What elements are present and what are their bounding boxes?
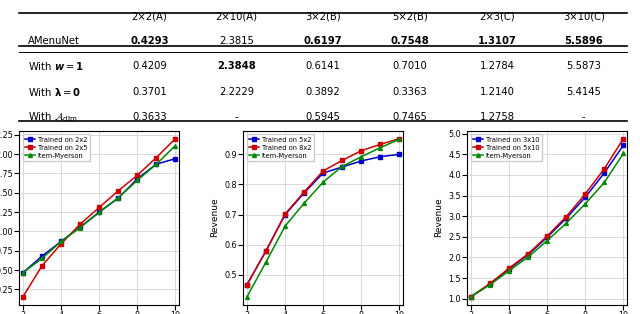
Legend: Trained on 5x2, Trained on 8x2, Item-Myerson: Trained on 5x2, Trained on 8x2, Item-Mye… (246, 134, 314, 161)
Trained on 5x2 (319, 171, 327, 175)
Trained on 5x2 (339, 165, 346, 169)
Item-Myerson (358, 155, 365, 159)
Trained on 8x2 (319, 169, 327, 173)
Trained on 2x2 (95, 210, 103, 214)
Trained on 3x10 (620, 143, 627, 147)
Trained on 2x2 (115, 196, 122, 200)
Item-Myerson (57, 240, 65, 243)
Trained on 3x10 (467, 295, 475, 299)
Item-Myerson (505, 269, 513, 273)
Trained on 5x10 (582, 192, 589, 196)
Trained on 5x2 (281, 213, 289, 217)
Trained on 8x2 (262, 249, 270, 253)
Item-Myerson (396, 137, 403, 141)
Line: Trained on 8x2: Trained on 8x2 (245, 137, 401, 287)
Trained on 2x5 (76, 222, 84, 226)
Trained on 5x2 (243, 283, 251, 286)
Trained on 8x2 (396, 137, 403, 140)
Trained on 2x5 (152, 156, 160, 160)
Item-Myerson (115, 196, 122, 200)
Line: Trained on 3x10: Trained on 3x10 (469, 143, 625, 299)
Item-Myerson (19, 271, 27, 274)
Trained on 3x10 (486, 282, 494, 286)
Trained on 8x2 (281, 212, 289, 216)
Line: Trained on 5x10: Trained on 5x10 (469, 137, 625, 299)
Trained on 8x2 (376, 143, 384, 146)
Y-axis label: Revenue: Revenue (210, 198, 219, 237)
Item-Myerson (467, 295, 475, 299)
Item-Myerson (281, 224, 289, 228)
Trained on 2x5 (38, 264, 46, 268)
Trained on 8x2 (339, 159, 346, 162)
Line: Item-Myerson: Item-Myerson (21, 143, 177, 274)
Trained on 3x10 (543, 236, 551, 239)
Item-Myerson (152, 162, 160, 166)
Trained on 2x2 (76, 225, 84, 229)
Item-Myerson (543, 239, 551, 242)
Item-Myerson (524, 255, 532, 259)
Trained on 5x2 (262, 249, 270, 253)
Trained on 2x5 (19, 295, 27, 299)
Trained on 5x10 (620, 137, 627, 140)
Item-Myerson (620, 152, 627, 155)
Trained on 2x5 (95, 206, 103, 209)
Item-Myerson (582, 202, 589, 206)
Trained on 5x10 (600, 167, 608, 171)
Item-Myerson (563, 221, 570, 225)
Item-Myerson (319, 180, 327, 184)
Trained on 3x10 (505, 267, 513, 271)
Trained on 3x10 (524, 253, 532, 257)
Trained on 2x5 (57, 242, 65, 246)
Item-Myerson (262, 260, 270, 264)
Trained on 5x2 (396, 152, 403, 156)
Item-Myerson (134, 178, 141, 182)
Trained on 2x2 (172, 157, 179, 160)
Item-Myerson (300, 201, 308, 205)
Trained on 5x10 (486, 282, 494, 285)
Trained on 3x10 (563, 216, 570, 220)
Trained on 8x2 (300, 190, 308, 194)
Trained on 5x2 (376, 155, 384, 159)
Legend: Trained on 3x10, Trained on 5x10, Item-Myerson: Trained on 3x10, Trained on 5x10, Item-M… (470, 134, 542, 161)
Trained on 2x2 (152, 162, 160, 166)
Trained on 2x2 (38, 254, 46, 258)
Trained on 5x10 (467, 295, 475, 299)
Trained on 3x10 (600, 171, 608, 175)
Line: Item-Myerson: Item-Myerson (469, 152, 625, 299)
Line: Trained on 2x2: Trained on 2x2 (21, 157, 177, 274)
Trained on 2x5 (172, 137, 179, 140)
Trained on 5x2 (300, 191, 308, 195)
Trained on 5x10 (563, 215, 570, 219)
Item-Myerson (376, 146, 384, 149)
Trained on 5x10 (543, 234, 551, 238)
Item-Myerson (172, 144, 179, 148)
Trained on 2x2 (134, 177, 141, 181)
Trained on 5x10 (505, 266, 513, 270)
Trained on 5x10 (524, 252, 532, 256)
Y-axis label: Revenue: Revenue (434, 198, 443, 237)
Trained on 8x2 (243, 283, 251, 286)
Trained on 2x2 (19, 271, 27, 274)
Trained on 2x5 (115, 189, 122, 193)
Line: Trained on 5x2: Trained on 5x2 (245, 152, 401, 287)
Line: Item-Myerson: Item-Myerson (245, 137, 401, 299)
Trained on 8x2 (358, 149, 365, 153)
Trained on 2x5 (134, 173, 141, 177)
Item-Myerson (243, 295, 251, 299)
Item-Myerson (76, 226, 84, 230)
Item-Myerson (95, 211, 103, 214)
Item-Myerson (486, 283, 494, 287)
Item-Myerson (600, 181, 608, 184)
Trained on 3x10 (582, 195, 589, 199)
Line: Trained on 2x5: Trained on 2x5 (21, 137, 177, 299)
Item-Myerson (339, 165, 346, 168)
Legend: Trained on 2x2, Trained on 2x5, Item-Myerson: Trained on 2x2, Trained on 2x5, Item-Mye… (22, 134, 90, 161)
Trained on 2x2 (57, 240, 65, 243)
Trained on 5x2 (358, 159, 365, 163)
Item-Myerson (38, 257, 46, 260)
